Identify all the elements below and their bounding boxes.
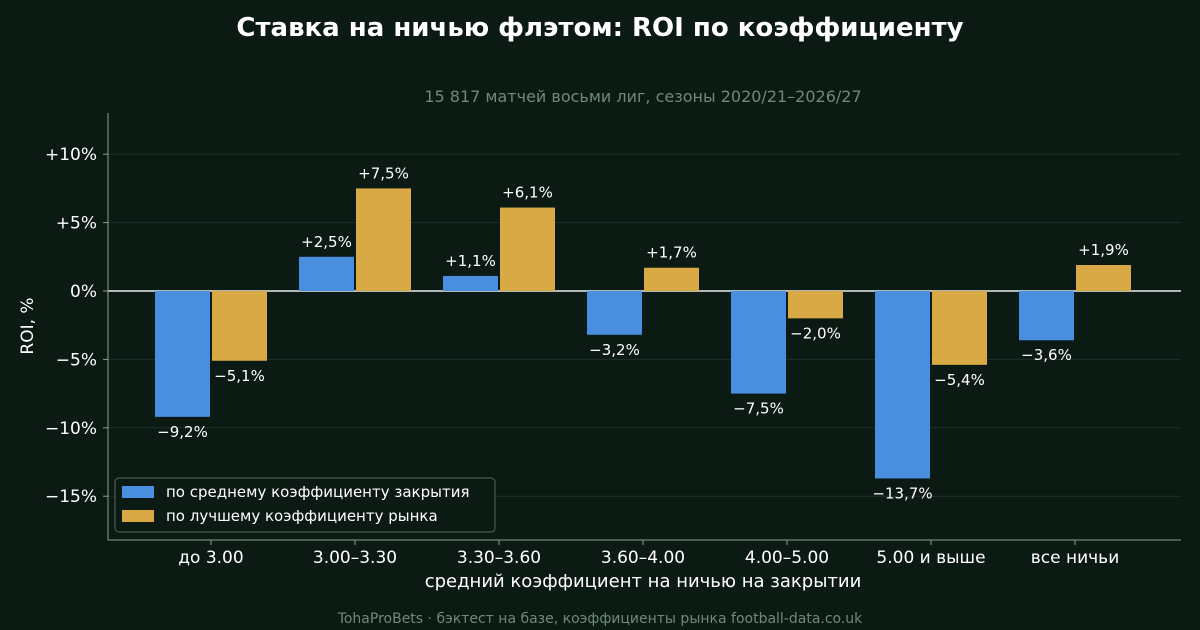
x-tick-label: все ничьи xyxy=(1031,548,1120,568)
data-labels: −9,2% −5,1% +2,5% +7,5% +1,1% +6,1% −3,2% +1,7%… xyxy=(157,164,1129,502)
x-tick-label: до 3.00 xyxy=(178,548,243,568)
footer-credit: TohaProBets · бэктест на базе, коэффицие… xyxy=(337,611,863,627)
bar-best xyxy=(356,188,411,291)
y-tick-label: −5% xyxy=(56,350,97,370)
y-tick-label: 0% xyxy=(70,282,97,302)
data-label-best: +1,7% xyxy=(646,244,697,262)
data-label-closing: −9,2% xyxy=(157,423,208,441)
bar-closing xyxy=(731,291,786,394)
y-tick-label: +10% xyxy=(45,145,97,165)
y-axis-label: ROI, % xyxy=(18,297,38,354)
x-tick-label: 4.00–5.00 xyxy=(745,548,829,568)
bar-closing xyxy=(587,291,642,335)
bar-best xyxy=(788,291,843,319)
x-tick-label: 3.60–4.00 xyxy=(601,548,685,568)
chart-title: Ставка на ничью флэтом: ROI по коэффицие… xyxy=(236,13,963,43)
y-tick-label: +5% xyxy=(56,214,97,234)
bar-best xyxy=(932,291,987,365)
y-tick-labels: +10% +5% 0% −5% −10% −15% xyxy=(45,145,108,507)
bar-closing xyxy=(875,291,930,479)
y-tick-label: −15% xyxy=(45,487,97,507)
data-label-best: +6,1% xyxy=(502,184,553,202)
legend-swatch-best xyxy=(122,510,154,522)
bar-closing xyxy=(443,275,498,291)
y-tick-label: −10% xyxy=(45,419,97,439)
x-tick-label: 3.00–3.30 xyxy=(313,548,397,568)
x-tick-label: 5.00 и выше xyxy=(876,548,985,568)
legend-label-closing: по среднему коэффициенту закрытия xyxy=(166,483,469,501)
legend-label-best: по лучшему коэффициенту рынка xyxy=(166,507,438,525)
data-label-best: −5,1% xyxy=(214,367,265,385)
bar-closing xyxy=(299,256,354,291)
bar-best xyxy=(212,291,267,361)
bar-closing xyxy=(1019,291,1074,341)
bar-closing xyxy=(155,291,210,417)
legend-box xyxy=(114,477,496,533)
legend: по среднему коэффициенту закрытия по луч… xyxy=(114,477,496,533)
data-label-best: −2,0% xyxy=(790,324,841,342)
x-tick-label: 3.30–3.60 xyxy=(457,548,541,568)
bar-best xyxy=(644,267,699,291)
chart-subtitle: 15 817 матчей восьми лиг, сезоны 2020/21… xyxy=(424,87,861,106)
legend-swatch-closing xyxy=(122,486,154,498)
data-label-best: +7,5% xyxy=(358,164,409,182)
data-label-closing: +1,1% xyxy=(445,252,496,270)
x-axis-label: средний коэффициент на ничью на закрытии xyxy=(425,571,862,592)
data-label-best: +1,9% xyxy=(1078,241,1129,259)
bar-best xyxy=(1076,265,1131,291)
data-label-closing: −3,6% xyxy=(1021,346,1072,364)
data-label-closing: −3,2% xyxy=(589,341,640,359)
x-tick-labels: до 3.00 3.00–3.30 3.30–3.60 3.60–4.00 4.00–5… xyxy=(178,540,1119,568)
axes xyxy=(107,113,1181,541)
data-label-closing: +2,5% xyxy=(301,233,352,251)
data-label-best: −5,4% xyxy=(934,371,985,389)
data-label-closing: −13,7% xyxy=(872,484,932,502)
data-label-closing: −7,5% xyxy=(733,400,784,418)
bars xyxy=(155,188,1131,479)
bar-best xyxy=(500,207,555,291)
